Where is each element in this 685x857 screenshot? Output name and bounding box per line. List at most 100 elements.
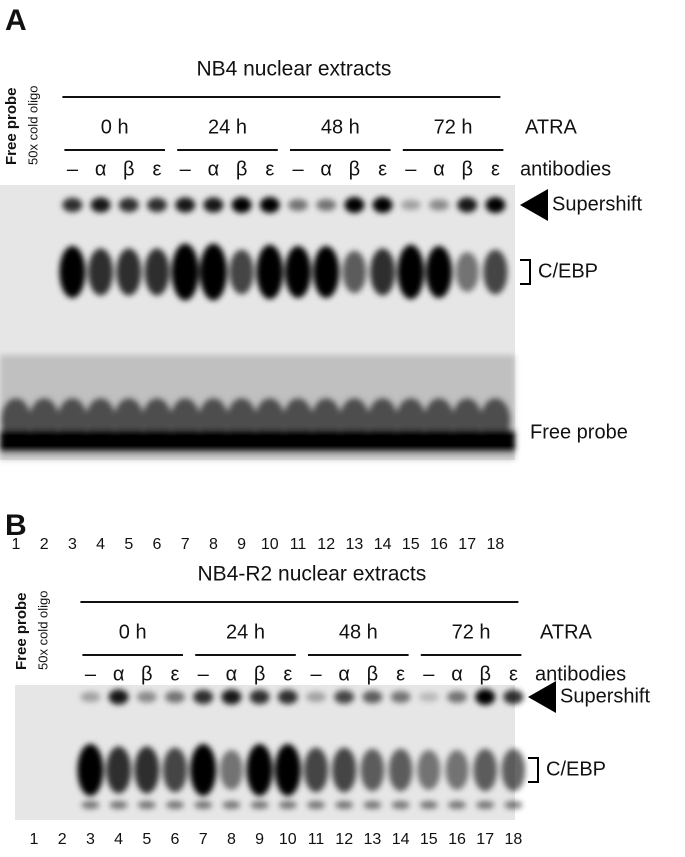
band: [62, 197, 83, 213]
band: [419, 801, 438, 809]
lane-number: 5: [124, 536, 133, 553]
band: [231, 197, 252, 213]
bracket: [520, 259, 531, 285]
band: [118, 197, 139, 213]
bands: [0, 197, 515, 460]
antibody: ε: [378, 158, 387, 180]
lane-number: 13: [364, 831, 382, 848]
antibody: β: [254, 663, 266, 685]
band: [81, 801, 100, 809]
arrowhead: [520, 189, 548, 221]
band: [165, 691, 185, 703]
band: [400, 199, 421, 211]
band: [306, 691, 326, 703]
band: [397, 244, 425, 300]
band: [418, 692, 439, 702]
antibody: β: [236, 158, 248, 180]
band: [222, 801, 241, 809]
band: [475, 689, 496, 705]
band: [288, 199, 308, 211]
panel-title: NB4-R2 nuclear extracts: [198, 563, 427, 586]
band: [221, 689, 242, 705]
lane-number: 11: [290, 536, 307, 553]
arrowhead: [528, 681, 556, 713]
band: [171, 243, 199, 301]
lane-number: 13: [346, 536, 364, 553]
band: [426, 246, 452, 298]
lane-number: 1: [12, 536, 21, 553]
lane-number: 15: [402, 536, 420, 553]
band: [448, 801, 466, 809]
band: [342, 250, 367, 294]
band: [372, 197, 393, 213]
free-probe-base: [0, 430, 515, 452]
timepoint: 0 h: [119, 621, 147, 643]
antibody: α: [320, 158, 332, 180]
lane-header: Free probe: [3, 87, 20, 165]
panel-title: NB4 nuclear extracts: [196, 58, 391, 81]
antibodies-label: antibodies: [520, 158, 611, 180]
band: [417, 750, 441, 790]
band: [332, 747, 357, 793]
band: [344, 197, 365, 213]
band-label: Supershift: [560, 685, 650, 707]
band: [277, 689, 298, 705]
antibody: ε: [265, 158, 274, 180]
lane-number: 15: [420, 831, 438, 848]
band: [390, 691, 411, 703]
lane-number: 7: [181, 536, 190, 553]
band: [476, 801, 495, 809]
band: [144, 248, 170, 296]
antibody: α: [226, 663, 238, 685]
treatment-label: ATRA: [540, 621, 593, 643]
band: [334, 690, 355, 704]
band: [457, 197, 478, 213]
band: [90, 197, 111, 213]
band: [249, 689, 270, 705]
band: [246, 744, 273, 796]
band: [307, 801, 325, 809]
band: [116, 248, 142, 296]
lane-number: 17: [458, 536, 476, 553]
band: [447, 691, 467, 703]
band: [313, 246, 340, 298]
timepoint: 48 h: [339, 621, 378, 643]
band: [445, 750, 469, 790]
lane-number: 2: [40, 536, 49, 553]
antibody: β: [461, 158, 473, 180]
timepoint: 72 h: [452, 621, 491, 643]
band: [166, 801, 184, 809]
lane-header: 50x cold oligo: [35, 591, 50, 671]
antibody: –: [292, 158, 304, 180]
antibody: α: [451, 663, 463, 685]
antibody: –: [405, 158, 417, 180]
antibody: –: [67, 158, 79, 180]
band: [175, 197, 196, 213]
band: [136, 691, 157, 703]
lane-header: 50x cold oligo: [25, 86, 40, 166]
band: [335, 801, 354, 809]
lane-number: 3: [86, 831, 95, 848]
panel-label: B: [5, 509, 27, 542]
lane-number: 6: [153, 536, 162, 553]
lane-header: Free probe: [13, 592, 30, 670]
timepoint: 48 h: [321, 116, 360, 138]
lane-number: 1: [30, 831, 39, 848]
antibody: α: [95, 158, 107, 180]
lane-number: 17: [476, 831, 494, 848]
antibody: ε: [153, 158, 162, 180]
antibody: α: [433, 158, 445, 180]
antibody: –: [423, 663, 435, 685]
band: [256, 244, 284, 300]
lane-number: 12: [317, 536, 335, 553]
lane-number: 4: [96, 536, 105, 553]
band: [77, 744, 104, 796]
lane-number: 8: [209, 536, 218, 553]
band: [199, 243, 227, 301]
band: [363, 801, 382, 809]
lane-number: 18: [487, 536, 505, 553]
antibody: β: [367, 663, 379, 685]
antibody: –: [180, 158, 192, 180]
band: [193, 689, 214, 705]
